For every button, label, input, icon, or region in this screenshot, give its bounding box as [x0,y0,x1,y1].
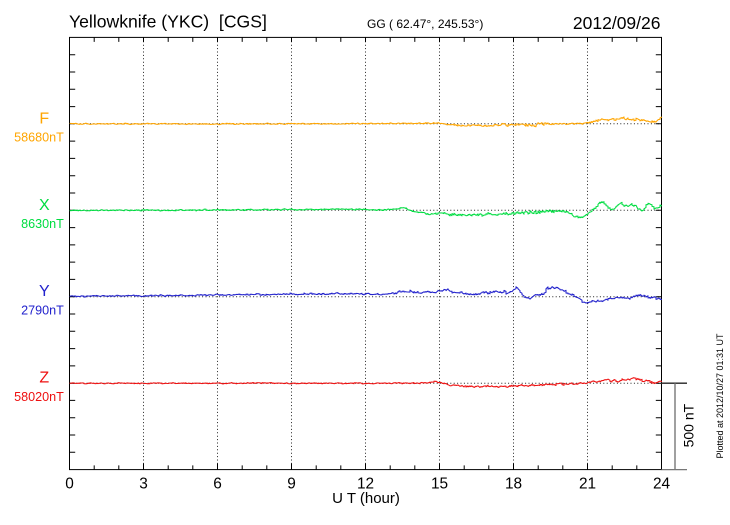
svg-text:Yellowknife (YKC) [CGS]: Yellowknife (YKC) [CGS] [69,12,267,32]
svg-text:Z: Z [39,370,49,387]
svg-text:21: 21 [579,476,596,493]
svg-text:9: 9 [287,476,296,493]
svg-text:18: 18 [505,476,522,493]
svg-text:12: 12 [357,476,374,493]
svg-text:58680nT: 58680nT [14,131,64,145]
svg-text:U T (hour): U T (hour) [332,490,400,507]
svg-text:F: F [39,110,49,127]
svg-text:58020nT: 58020nT [14,390,64,404]
svg-text:500 nT: 500 nT [681,403,697,447]
svg-text:24: 24 [653,476,671,493]
svg-text:2012/09/26: 2012/09/26 [573,13,661,33]
svg-text:2790nT: 2790nT [21,304,64,318]
svg-text:8630nT: 8630nT [21,217,64,231]
svg-text:Y: Y [39,283,50,300]
svg-text:Plotted at 2012/10/27 01:31 UT: Plotted at 2012/10/27 01:31 UT [715,333,725,459]
svg-text:X: X [39,197,50,214]
svg-text:15: 15 [431,476,448,493]
svg-text:GG ( 62.47°, 245.53°): GG ( 62.47°, 245.53°) [367,17,483,31]
svg-text:0: 0 [65,476,74,493]
svg-text:3: 3 [139,476,148,493]
svg-text:6: 6 [213,476,222,493]
